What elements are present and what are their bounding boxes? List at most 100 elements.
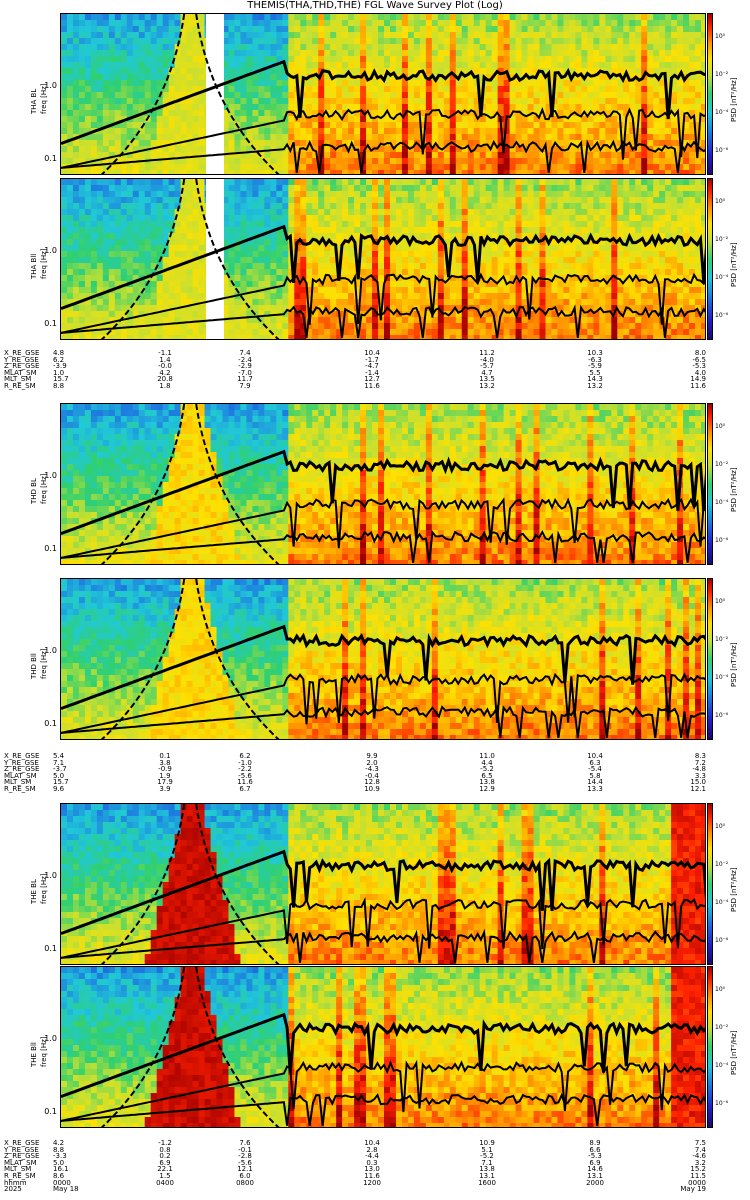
spectrogram-cell: [78, 170, 86, 174]
spectrogram-cell: [102, 203, 110, 210]
spectrogram-cell: [479, 221, 487, 228]
spectrogram-cell: [378, 215, 385, 222]
spectrogram-cell: [258, 110, 265, 117]
spectrogram-cell: [407, 128, 415, 135]
spectrogram-cell: [336, 185, 343, 192]
spectrogram-cell: [431, 92, 439, 99]
spectrogram-cell: [252, 140, 259, 147]
spectrogram-cell: [126, 80, 134, 87]
spectrogram-cell: [635, 74, 642, 81]
spectrogram-cell: [246, 92, 254, 99]
spectrogram-cell: [192, 317, 200, 324]
spectrogram-cell: [701, 14, 705, 21]
spectrogram-cell: [276, 227, 283, 234]
spectrogram-cell: [671, 98, 678, 105]
spectrogram-cell: [336, 146, 343, 153]
spectrogram-cell: [144, 122, 152, 129]
spectrogram-cell: [336, 209, 343, 216]
spectrogram-cell: [96, 170, 104, 174]
spectrogram-cell: [545, 14, 553, 21]
spectrogram-cell: [312, 68, 319, 75]
spectrogram-cell: [84, 32, 92, 39]
spectrogram-cell: [336, 128, 343, 135]
spectrogram-cell: [581, 14, 588, 21]
spectrogram-cell: [192, 152, 200, 159]
spectrogram-cell: [509, 323, 517, 330]
spectrogram-cell: [545, 140, 553, 147]
spectrogram-cell: [425, 146, 433, 153]
spectrogram-cell: [581, 80, 588, 87]
spectrogram-cell: [102, 239, 110, 246]
spectrogram-cell: [288, 86, 295, 93]
spectrogram-cell: [288, 92, 295, 99]
spectrogram-cell: [461, 38, 469, 45]
spectrogram-cell: [90, 44, 98, 51]
spectrogram-cell: [384, 14, 391, 21]
spectrogram-cell: [84, 335, 92, 339]
spectrogram-cell: [300, 263, 307, 270]
spectrogram-cell: [360, 68, 367, 75]
spectrogram-cell: [479, 62, 487, 69]
spectrogram-cell: [431, 116, 439, 123]
spectrogram-cell: [407, 50, 415, 57]
spectrogram-cell: [300, 305, 307, 312]
spectrogram-cell: [61, 245, 68, 252]
spectrogram-cell: [192, 32, 200, 39]
spectrogram-cell: [72, 263, 80, 270]
spectrogram-cell: [192, 293, 200, 300]
spectrogram-cell: [461, 80, 469, 87]
spectrogram-cell: [66, 68, 74, 75]
spectrogram-cell: [407, 44, 415, 51]
spectrogram-cell: [431, 122, 439, 129]
spectrogram-cell: [623, 62, 630, 69]
spectrogram-cell: [479, 158, 487, 165]
spectrogram-cell: [138, 128, 146, 135]
spectrogram-cell: [234, 152, 242, 159]
spectrogram-cell: [162, 14, 170, 21]
spectrogram-cell: [324, 146, 331, 153]
spectrogram-cell: [312, 209, 319, 216]
spectrogram-cell: [575, 62, 582, 69]
spectrogram-cell: [437, 50, 445, 57]
spectrogram-cell: [701, 152, 705, 159]
spectrogram-cell: [276, 317, 283, 324]
spectrogram-cell: [84, 299, 92, 306]
spectrogram-cell: [366, 293, 373, 300]
spectrogram-cell: [593, 14, 600, 21]
spectrogram-cell: [575, 98, 582, 105]
spectrogram-cell: [587, 122, 594, 129]
spectrogram-cell: [78, 116, 86, 123]
spectrogram-cell: [264, 179, 271, 186]
spectrogram-cell: [425, 191, 433, 198]
spectrogram-cell: [509, 20, 517, 27]
spectrogram-cell: [282, 116, 289, 123]
spectrogram-cell: [563, 134, 571, 141]
spectrogram-cell: [138, 62, 146, 69]
spectrogram-cell: [258, 80, 265, 87]
spectrogram-cell: [683, 68, 690, 75]
spectrogram-cell: [222, 335, 230, 339]
spectrogram-cell: [198, 293, 206, 300]
spectrogram-cell: [413, 317, 421, 324]
spectrogram-cell: [497, 50, 505, 57]
spectrogram-cell: [324, 62, 331, 69]
spectrogram-cell: [551, 38, 559, 45]
spectrogram-cell: [114, 245, 122, 252]
spectrogram-cell: [234, 329, 242, 336]
spectrogram-cell: [156, 98, 164, 105]
spectrogram-cell: [491, 209, 499, 216]
spectrogram-cell: [497, 20, 505, 27]
spectrogram-cell: [473, 14, 481, 21]
spectrogram-cell: [491, 68, 499, 75]
spectrogram-cell: [419, 209, 427, 216]
spectrogram-cell: [497, 158, 505, 165]
spectrogram-cell: [198, 185, 206, 192]
spectrogram-cell: [455, 26, 463, 33]
spectrogram-cell: [270, 323, 277, 330]
spectrogram-cell: [372, 251, 379, 258]
spectrogram-cell: [431, 146, 439, 153]
spectrogram-cell: [330, 233, 337, 240]
spectrogram-cell: [72, 20, 80, 27]
spectrogram-cell: [683, 164, 690, 171]
spectrogram-cell: [425, 128, 433, 135]
